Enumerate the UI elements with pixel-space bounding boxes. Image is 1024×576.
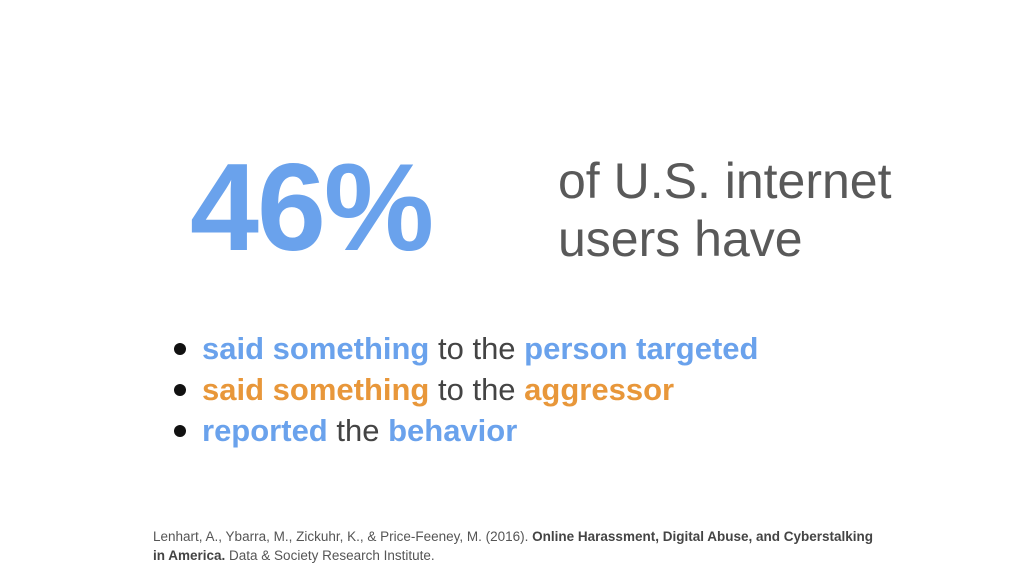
citation-title: Online Harassment, Digital Abuse, and Cy… [153,529,873,563]
bullet-1-connector: to the [429,331,525,366]
bullet-1-highlight-2: person targeted [524,331,759,366]
bullet-item-1: said something to the person targeted [172,328,758,369]
stat-caption-line-2: users have [558,211,803,267]
bullet-2-highlight-1: said something [202,372,430,407]
bullet-list: said something to the person targeted sa… [172,328,758,451]
bullet-2-highlight-2: aggressor [524,372,675,407]
bullet-dot-icon [174,343,186,355]
bullet-item-2: said something to the aggressor [172,369,758,410]
stat-caption: of U.S. internet users have [558,152,978,268]
citation: Lenhart, A., Ybarra, M., Zickuhr, K., & … [153,527,873,565]
stat-value: 46% [190,139,434,277]
stat-caption-line-1: of U.S. internet [558,153,892,209]
bullet-dot-icon [174,425,186,437]
bullet-2-connector: to the [429,372,525,407]
bullet-3-connector: the [327,413,389,448]
citation-authors: Lenhart, A., Ybarra, M., Zickuhr, K., & … [153,529,533,544]
bullet-3-highlight-1: reported [202,413,328,448]
bullet-item-3: reported the behavior [172,410,758,451]
bullet-3-highlight-2: behavior [388,413,518,448]
bullet-dot-icon [174,384,186,396]
bullet-1-highlight-1: said something [202,331,430,366]
citation-publisher: Data & Society Research Institute. [225,548,435,563]
